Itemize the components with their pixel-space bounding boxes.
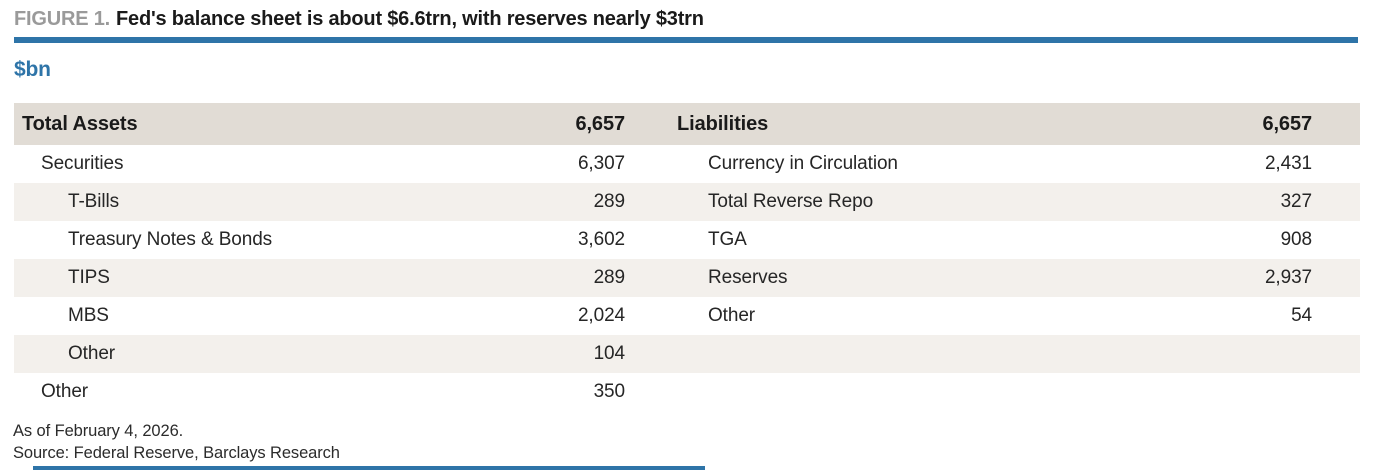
table-row: Other 104: [14, 335, 1360, 373]
liabilities-header-label: Liabilities: [677, 112, 769, 135]
asset-item-value: 289: [593, 191, 626, 212]
bottom-divider: [33, 466, 705, 470]
table-header-row: Total Assets 6,657 Liabilities 6,657: [14, 103, 1360, 145]
liability-item-value: [1230, 373, 1360, 411]
asset-item-label: Securities: [41, 153, 124, 174]
assets-header-label: Total Assets: [22, 112, 138, 135]
liability-item-label: [668, 335, 1230, 373]
table-row: T-Bills 289 Total Reverse Repo 327: [14, 183, 1360, 221]
asset-item-label: Treasury Notes & Bonds: [68, 229, 273, 250]
balance-sheet-table: Total Assets 6,657 Liabilities 6,657 Securit…: [14, 103, 1360, 411]
asset-item-value: 3,602: [577, 229, 625, 250]
assets-header-value: 6,657: [575, 112, 625, 135]
asset-item-label: Other: [68, 343, 116, 364]
asset-item-value: 6,307: [577, 153, 625, 174]
liability-item-label: Reserves: [708, 267, 788, 288]
table-row: Treasury Notes & Bonds 3,602 TGA 908: [14, 221, 1360, 259]
table-row: Securities 6,307 Currency in Circulation 2,…: [14, 145, 1360, 183]
figure-heading: Fed's balance sheet is about $6.6trn, wi…: [116, 8, 704, 30]
asset-item-value: 2,024: [577, 305, 625, 326]
asset-item-label: MBS: [68, 305, 109, 326]
source-note: Source: Federal Reserve, Barclays Resear…: [13, 444, 340, 462]
liability-item-value: 54: [1291, 305, 1312, 326]
top-divider: [14, 37, 1358, 43]
table-row: Other 350: [14, 373, 1360, 411]
as-of-note: As of February 4, 2026.: [13, 422, 184, 440]
asset-item-label: TIPS: [68, 267, 110, 288]
figure-title: FIGURE 1. Fed's balance sheet is about $6…: [14, 6, 1360, 32]
liability-item-value: 2,431: [1264, 153, 1312, 174]
liability-item-value: 908: [1280, 229, 1313, 250]
liability-item-value: 2,937: [1264, 267, 1312, 288]
units-label: $bn: [14, 58, 51, 81]
liability-item-value: 327: [1280, 191, 1313, 212]
asset-item-value: 289: [593, 267, 626, 288]
table-row: TIPS 289 Reserves 2,937: [14, 259, 1360, 297]
liability-item-label: Other: [708, 305, 756, 326]
table-row: MBS 2,024 Other 54: [14, 297, 1360, 335]
liability-item-label: [668, 373, 1230, 411]
asset-item-label: Other: [41, 381, 89, 402]
figure-footnotes: As of February 4, 2026. Source: Federal …: [13, 420, 1360, 464]
liability-item-label: Total Reverse Repo: [708, 191, 874, 212]
liability-item-value: [1230, 335, 1360, 373]
liability-item-label: TGA: [708, 229, 747, 250]
liability-item-label: Currency in Circulation: [708, 153, 898, 174]
liabilities-header-value: 6,657: [1262, 112, 1312, 135]
asset-item-label: T-Bills: [68, 191, 120, 212]
figure-label: FIGURE 1.: [14, 8, 110, 30]
asset-item-value: 350: [593, 381, 626, 402]
asset-item-value: 104: [593, 343, 626, 364]
